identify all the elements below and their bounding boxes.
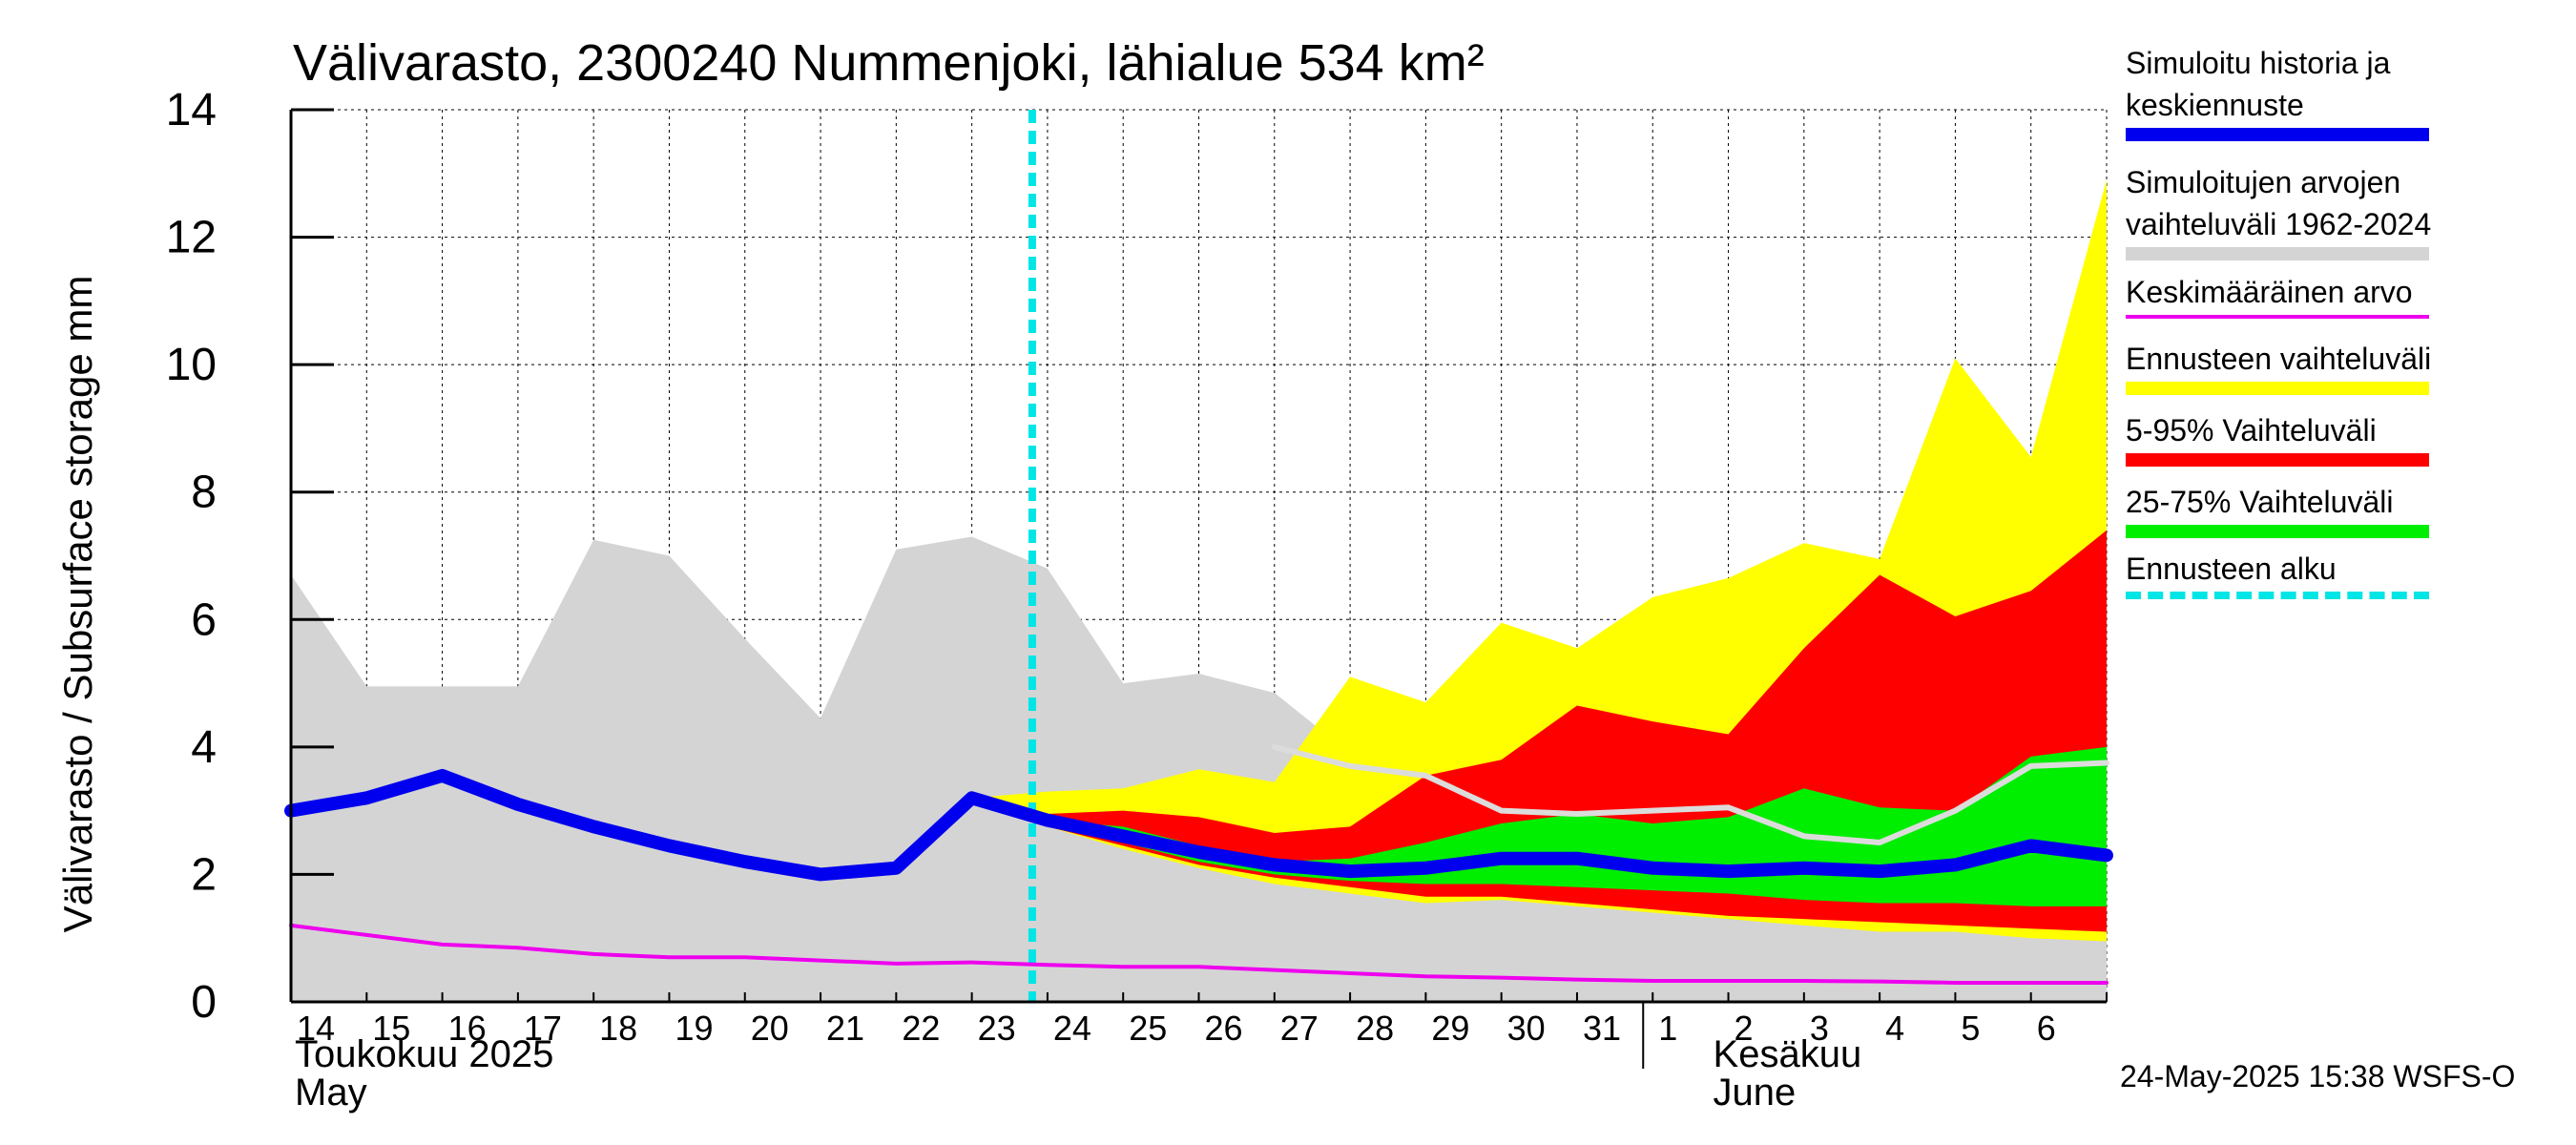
x-tick-label: 2: [1735, 1009, 1754, 1048]
month-label: Toukokuu 2025: [295, 1033, 553, 1075]
x-tick-label: 16: [448, 1009, 487, 1048]
chart-title: Välivarasto, 2300240 Nummenjoki, lähialu…: [293, 34, 1485, 92]
x-tick-label: 31: [1583, 1009, 1621, 1048]
x-tick-label: 18: [599, 1009, 637, 1048]
legend-swatch: [2126, 525, 2429, 538]
x-tick-label: 21: [826, 1009, 864, 1048]
month-label: May: [295, 1072, 367, 1114]
x-tick-label: 15: [372, 1009, 410, 1048]
y-tick-label: 2: [191, 849, 217, 900]
legend-item: Ennusteen vaihteluväli: [2126, 338, 2526, 395]
x-tick-label: 29: [1431, 1009, 1469, 1048]
x-tick-label: 23: [978, 1009, 1016, 1048]
x-tick-label: 6: [2037, 1009, 2056, 1048]
series-lines: [284, 110, 2113, 1002]
x-tick-label: 4: [1885, 1009, 1904, 1048]
legend-item: Simuloitu historia ja keskiennuste: [2126, 42, 2526, 141]
series-line: [1271, 743, 2109, 846]
legend-swatch: [2126, 382, 2429, 395]
legend-item: Ennusteen alku: [2126, 548, 2526, 599]
x-tick-label: 1: [1658, 1009, 1677, 1048]
legend-label: 25-75% Vaihteluväli: [2126, 485, 2394, 519]
month-label: June: [1714, 1072, 1797, 1114]
y-tick-label: 14: [166, 85, 217, 135]
x-tick-label: 3: [1810, 1009, 1829, 1048]
legend-item: Keskimääräinen arvo: [2126, 271, 2526, 319]
month-label: Kesäkuu: [1714, 1033, 1862, 1075]
legend-item: 5-95% Vaihteluväli: [2126, 409, 2526, 467]
legend-label: Ennusteen vaihteluväli: [2126, 342, 2432, 376]
series-line: [289, 923, 2109, 985]
legend-swatch: [2126, 128, 2429, 141]
y-tick-label: 12: [166, 213, 217, 263]
y-tick-label: 6: [191, 594, 217, 645]
legend-swatch: [2126, 247, 2429, 260]
legend-item: Simuloitujen arvojen vaihteluväli 1962-2…: [2126, 161, 2526, 260]
legend-label: Simuloitujen arvojen vaihteluväli 1962-2…: [2126, 165, 2432, 241]
y-axis-label: Välivarasto / Subsurface storage mm: [55, 276, 100, 933]
x-tick-label: 22: [902, 1009, 940, 1048]
y-tick-label: 4: [191, 722, 217, 773]
x-tick-label: 19: [675, 1009, 713, 1048]
legend-label: 5-95% Vaihteluväli: [2126, 413, 2377, 448]
timestamp: 24-May-2025 15:38 WSFS-O: [2120, 1059, 2516, 1093]
x-tick-label: 30: [1507, 1009, 1546, 1048]
legend-swatch: [2126, 315, 2429, 319]
y-tick-label: 0: [191, 977, 217, 1028]
y-tick-label: 10: [166, 340, 217, 390]
legend-swatch: [2126, 453, 2429, 467]
legend-label: Simuloitu historia ja keskiennuste: [2126, 46, 2391, 122]
legend-item: 25-75% Vaihteluväli: [2126, 481, 2526, 538]
x-tick-label: 24: [1053, 1009, 1091, 1048]
legend-label: Keskimääräinen arvo: [2126, 275, 2413, 309]
x-tick-label: 14: [297, 1009, 335, 1048]
x-tick-label: 25: [1129, 1009, 1167, 1048]
y-tick-label: 8: [191, 468, 217, 518]
x-tick-label: 28: [1356, 1009, 1394, 1048]
x-tick-label: 5: [1961, 1009, 1980, 1048]
x-tick-label: 26: [1205, 1009, 1243, 1048]
x-tick-label: 17: [524, 1009, 562, 1048]
legend-label: Ennusteen alku: [2126, 552, 2337, 586]
x-tick-label: 20: [751, 1009, 789, 1048]
legend-swatch: [2126, 592, 2429, 599]
series-line: [284, 768, 2113, 882]
x-tick-label: 27: [1280, 1009, 1319, 1048]
